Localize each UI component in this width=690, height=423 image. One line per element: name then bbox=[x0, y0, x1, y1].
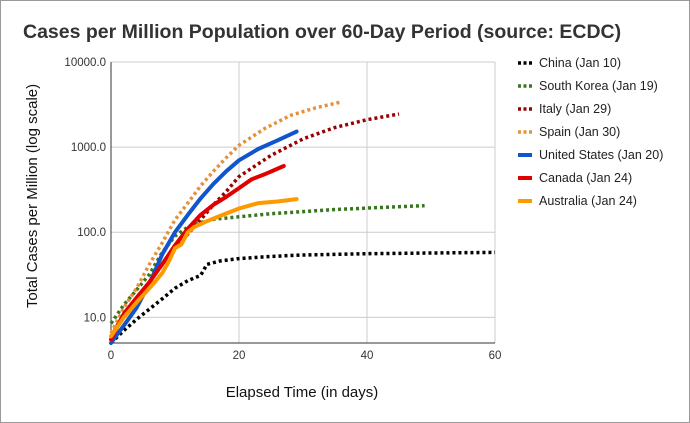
series-line bbox=[109, 100, 342, 335]
y-tick-label: 100.0 bbox=[77, 227, 106, 239]
axes bbox=[110, 62, 495, 344]
y-tick-label: 10000.0 bbox=[64, 57, 106, 69]
y-tick-label: 10.0 bbox=[84, 312, 106, 324]
x-tick-label: 40 bbox=[361, 350, 374, 362]
series-line bbox=[109, 250, 496, 345]
legend-label: China (Jan 10) bbox=[539, 56, 621, 70]
chart-title: Cases per Million Population over 60-Day… bbox=[23, 21, 621, 43]
legend-label: Canada (Jan 24) bbox=[539, 171, 632, 185]
legend-label: Italy (Jan 29) bbox=[539, 102, 611, 116]
y-axis-label: Total Cases per Million (log scale) bbox=[24, 84, 41, 308]
x-tick-label: 60 bbox=[489, 350, 502, 362]
y-tick-label: 1000.0 bbox=[71, 142, 106, 154]
tick-labels: 10.0 100.0 1000.0 10000.0 0 20 40 60 bbox=[64, 57, 501, 362]
series-line bbox=[109, 197, 299, 339]
series-line bbox=[109, 164, 286, 342]
x-tick-label: 0 bbox=[108, 350, 114, 362]
legend: China (Jan 10) South Korea (Jan 19) Italy … bbox=[518, 56, 663, 208]
series-lines bbox=[109, 100, 496, 345]
legend-label: South Korea (Jan 19) bbox=[539, 79, 658, 93]
x-tick-label: 20 bbox=[233, 350, 246, 362]
x-axis-label: Elapsed Time (in days) bbox=[226, 384, 379, 401]
series-line bbox=[109, 203, 425, 325]
legend-label: Spain (Jan 30) bbox=[539, 125, 620, 139]
grid-lines bbox=[111, 61, 496, 343]
legend-label: United States (Jan 20) bbox=[539, 148, 663, 162]
legend-label: Australia (Jan 24) bbox=[539, 194, 637, 208]
series-line bbox=[109, 129, 299, 345]
